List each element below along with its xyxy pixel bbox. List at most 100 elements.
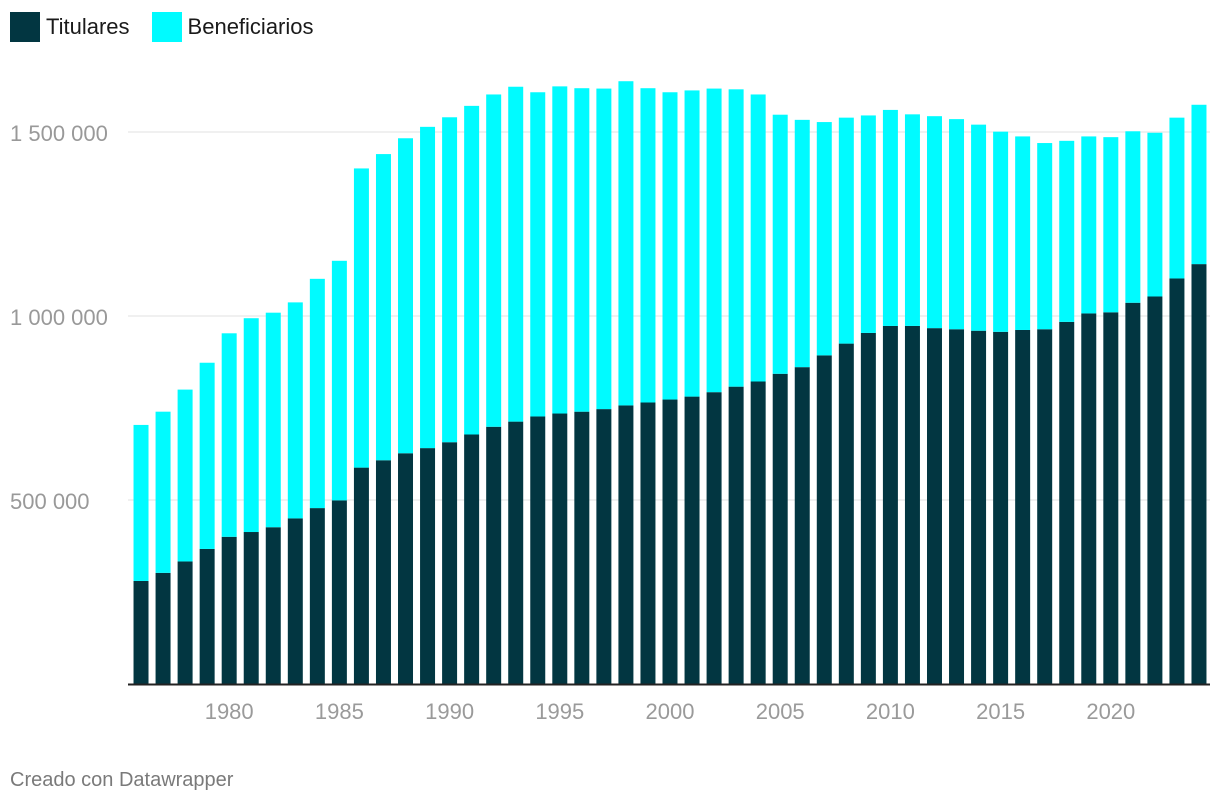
bar-titulares-2010	[882, 325, 898, 684]
bar-beneficiarios-1981	[243, 318, 259, 533]
x-tick-label-2010: 2010	[866, 699, 915, 724]
bar-beneficiarios-2012	[926, 116, 942, 329]
bar-beneficiarios-2002	[706, 88, 722, 393]
bar-titulares-1985	[331, 500, 347, 684]
bar-titulares-1984	[309, 508, 325, 684]
bar-beneficiarios-1979	[199, 362, 215, 549]
bar-titulares-2001	[684, 396, 700, 684]
bar-beneficiarios-1982	[265, 312, 281, 528]
bar-titulares-2011	[904, 325, 920, 684]
bar-beneficiarios-1999	[640, 88, 656, 403]
bar-beneficiarios-1986	[353, 168, 369, 468]
bar-beneficiarios-2008	[838, 117, 854, 344]
bar-beneficiarios-1992	[486, 94, 502, 427]
bar-beneficiarios-1980	[221, 333, 237, 537]
x-tick-label-1985: 1985	[315, 699, 364, 724]
bar-titulares-1993	[508, 421, 524, 684]
bar-titulares-2008	[838, 343, 854, 684]
bar-beneficiarios-2023	[1169, 117, 1185, 279]
bar-beneficiarios-2019	[1081, 136, 1097, 314]
bar-titulares-2014	[971, 330, 987, 684]
y-tick-label-1: 1 000 000	[10, 305, 108, 330]
bar-beneficiarios-1995	[552, 86, 568, 414]
x-tick-label-1995: 1995	[535, 699, 584, 724]
bar-beneficiarios-1988	[398, 138, 414, 454]
bar-titulares-2019	[1081, 313, 1097, 684]
bar-titulares-2006	[794, 367, 810, 684]
bar-titulares-1991	[464, 434, 480, 684]
bar-titulares-2021	[1125, 302, 1141, 684]
y-tick-label-0: 500 000	[10, 489, 90, 514]
bar-titulares-1986	[353, 467, 369, 684]
bar-beneficiarios-2000	[662, 92, 678, 400]
bar-titulares-1989	[420, 448, 436, 684]
bar-beneficiarios-1978	[177, 389, 193, 562]
legend-swatch-titulares	[10, 12, 40, 42]
bar-titulares-1980	[221, 536, 237, 684]
bar-beneficiarios-1993	[508, 86, 524, 422]
bar-titulares-1976	[133, 580, 149, 684]
bar-beneficiarios-1976	[133, 424, 149, 581]
bar-beneficiarios-2024	[1191, 104, 1207, 265]
bar-beneficiarios-1997	[596, 88, 612, 410]
bar-beneficiarios-2021	[1125, 131, 1141, 303]
bar-titulares-2003	[728, 386, 744, 684]
bar-titulares-1999	[640, 402, 656, 684]
bar-beneficiarios-2020	[1103, 137, 1119, 313]
bar-titulares-1995	[552, 413, 568, 684]
bar-titulares-2023	[1169, 278, 1185, 684]
bar-titulares-1996	[574, 411, 590, 684]
bar-titulares-2022	[1147, 296, 1163, 684]
bar-beneficiarios-2022	[1147, 132, 1163, 297]
bar-titulares-1994	[530, 416, 546, 684]
bar-beneficiarios-1987	[375, 154, 391, 461]
bar-titulares-2012	[926, 328, 942, 684]
bar-titulares-1990	[442, 442, 458, 684]
bar-beneficiarios-1990	[442, 117, 458, 443]
bar-titulares-1988	[398, 453, 414, 684]
bar-beneficiarios-1991	[464, 105, 480, 435]
bar-titulares-2005	[772, 373, 788, 684]
bar-titulares-1998	[618, 405, 634, 684]
x-tick-label-2000: 2000	[646, 699, 695, 724]
bar-beneficiarios-1983	[287, 302, 303, 519]
bar-titulares-1977	[155, 572, 171, 684]
bar-titulares-1982	[265, 527, 281, 684]
bar-beneficiarios-2007	[816, 122, 832, 356]
bar-titulares-2024	[1191, 264, 1207, 684]
bar-titulares-1997	[596, 409, 612, 684]
x-tick-label-1990: 1990	[425, 699, 474, 724]
bar-titulares-1978	[177, 561, 193, 684]
bar-beneficiarios-2014	[971, 124, 987, 331]
bar-titulares-2020	[1103, 312, 1119, 684]
bar-titulares-2009	[860, 332, 876, 684]
legend-label-beneficiarios: Beneficiarios	[187, 14, 314, 39]
bar-titulares-1992	[486, 426, 502, 684]
bar-beneficiarios-1994	[530, 92, 546, 417]
x-tick-label-1980: 1980	[205, 699, 254, 724]
bar-titulares-2015	[993, 331, 1009, 684]
legend-swatch-beneficiarios	[151, 12, 182, 42]
bar-titulares-2007	[816, 355, 832, 684]
stacked-bar-chart: 500 000 1 000 000 1 500 000 1980 1985 1990 199…	[10, 81, 1210, 724]
x-tick-label-2020: 2020	[1086, 699, 1135, 724]
bar-beneficiarios-2001	[684, 90, 700, 397]
bar-titulares-2013	[949, 329, 965, 684]
bar-beneficiarios-2011	[904, 114, 920, 326]
bar-titulares-1983	[287, 518, 303, 684]
bar-titulares-1979	[199, 548, 215, 684]
bar-titulares-1987	[375, 460, 391, 684]
bar-titulares-1981	[243, 532, 259, 684]
bar-beneficiarios-2009	[860, 115, 876, 333]
legend-item-titulares: Titulares	[10, 12, 130, 42]
bar-beneficiarios-2005	[772, 114, 788, 374]
bar-beneficiarios-1977	[155, 411, 171, 573]
bar-beneficiarios-2010	[882, 109, 898, 326]
bar-titulares-2016	[1015, 329, 1031, 684]
bar-titulares-2017	[1037, 329, 1053, 684]
bar-beneficiarios-2004	[750, 94, 766, 382]
bar-titulares-2004	[750, 381, 766, 684]
bar-beneficiarios-1989	[420, 126, 436, 449]
x-tick-label-2015: 2015	[976, 699, 1025, 724]
bar-beneficiarios-1996	[574, 88, 590, 412]
